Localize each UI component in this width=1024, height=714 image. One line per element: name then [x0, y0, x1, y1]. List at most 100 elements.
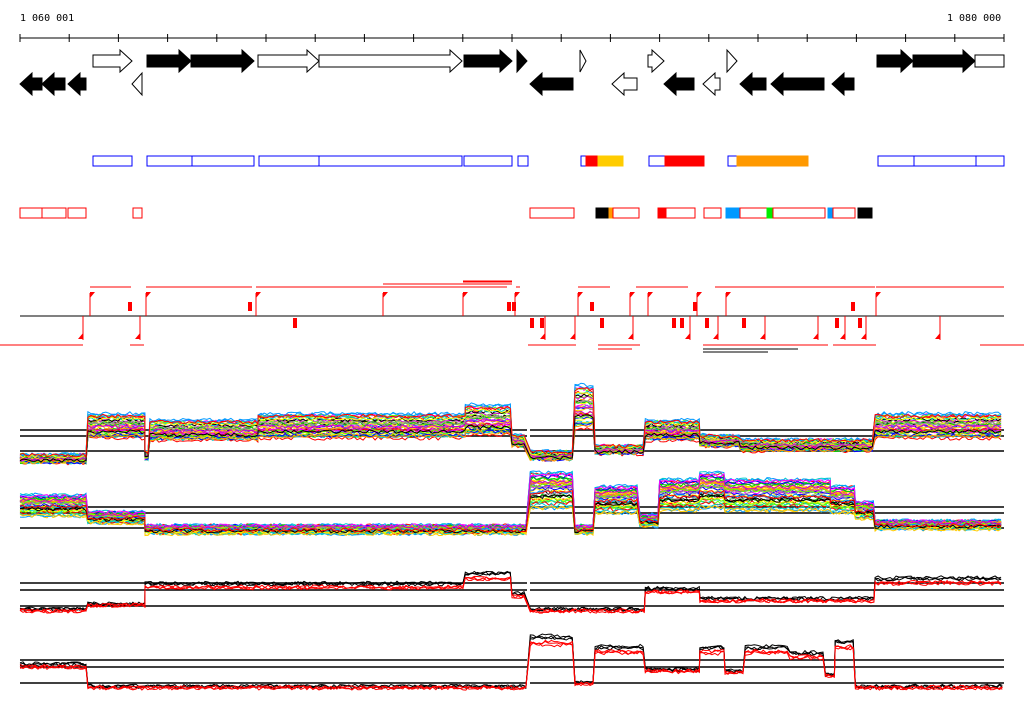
downshift-marker [680, 318, 684, 328]
tu-flag-icon [697, 292, 702, 298]
gene-box [41, 207, 67, 219]
gene-arrow-yhaI [647, 48, 665, 74]
segment-box [585, 155, 599, 167]
profile-line [19, 485, 1002, 532]
tu-flag-icon [876, 292, 881, 298]
gene-arrow-ecsA [876, 48, 914, 74]
gene-arrow-yhaJ [611, 71, 638, 97]
segment-box [766, 207, 774, 219]
gene-box [648, 155, 666, 167]
profile-line [19, 472, 1002, 529]
gene-box [665, 207, 696, 219]
ruler-end-label: 1 080 000 [947, 13, 1002, 24]
gene-arrow-hinT [831, 71, 855, 97]
gene-arrow-prsA [529, 71, 574, 97]
profile-line [19, 633, 1003, 689]
gene-box [877, 155, 915, 167]
gene-arrow-ecsB [912, 48, 976, 74]
downshift-marker [248, 302, 252, 311]
segment-box [857, 207, 873, 219]
tu-flag-icon [135, 333, 140, 339]
profile-line [19, 391, 1002, 459]
gene-arrow-serC [770, 71, 825, 97]
downshift-marker [590, 302, 594, 311]
gene-arrow-ecsC [974, 54, 1005, 68]
profile-line [20, 406, 1002, 462]
gene-box [727, 155, 738, 167]
profile-line [19, 576, 1002, 614]
downshift-marker [851, 302, 855, 311]
profile-line [19, 384, 1002, 457]
profile-line [19, 414, 1002, 463]
gene-box [67, 207, 87, 219]
tu-flag-icon [90, 292, 95, 298]
profile-line [19, 505, 1002, 537]
gene-arrow-yhaL [516, 48, 528, 74]
profile-line [19, 387, 1002, 458]
gene-arrow-yhaR [92, 48, 133, 74]
tu-flag-icon [540, 333, 545, 339]
downshift-marker [293, 318, 297, 328]
profile-line [19, 642, 1003, 691]
tu-flag-icon [146, 292, 151, 298]
gene-arrow-natB [190, 48, 255, 74]
gene-box [739, 207, 768, 219]
gene-arrow-unnamed [131, 71, 143, 97]
reverse-feature-track [19, 207, 873, 219]
tu-flag-icon [78, 333, 83, 339]
profile-line [19, 489, 1002, 533]
gene-box [612, 207, 640, 219]
gene-arrow-unnamed [579, 49, 587, 73]
profile-line [19, 570, 1002, 612]
profile-line [19, 571, 1002, 612]
gene-box [832, 207, 856, 219]
downshift-marker [835, 318, 839, 328]
segment-box [595, 207, 610, 219]
gene-box [703, 207, 722, 219]
gene-arrow-scoC [663, 71, 695, 97]
profile-line [19, 399, 1002, 461]
gene-box [19, 207, 43, 219]
gene-box [258, 155, 320, 167]
downshift-marker [540, 318, 544, 328]
gene-box [517, 155, 529, 167]
tu-flag-icon [630, 292, 635, 298]
downshift-marker [858, 318, 862, 328]
transcription-unit-track [0, 280, 1024, 353]
downshift-marker [600, 318, 604, 328]
segment-box [657, 207, 667, 219]
downshift-marker [742, 318, 746, 328]
tu-flag-icon [578, 292, 583, 298]
tu-flag-icon [648, 292, 653, 298]
tu-flag-icon [515, 292, 520, 298]
profile-line [19, 479, 1002, 530]
gene-arrow-khtT [41, 71, 66, 97]
downshift-marker [512, 302, 516, 311]
gene-box [463, 155, 513, 167]
tu-flag-icon [463, 292, 468, 298]
gene-box [318, 155, 463, 167]
forward-feature-track [92, 155, 1005, 167]
gene-box [529, 207, 575, 219]
downshift-marker [507, 302, 511, 311]
gene-arrow-khtS [67, 71, 87, 97]
gene-box [92, 155, 133, 167]
tu-flag-icon [813, 333, 818, 339]
segment-box [664, 155, 705, 167]
downshift-marker [705, 318, 709, 328]
tu-flag-icon [256, 292, 261, 298]
ruler-start-label: 1 060 001 [20, 13, 75, 24]
tu-flag-icon [713, 333, 718, 339]
gene-box [913, 155, 977, 167]
tu-flag-icon [383, 292, 388, 298]
gene-box [580, 155, 587, 167]
gene-arrow-unnamed [726, 48, 738, 74]
gene-arrow-yhaH [702, 71, 721, 97]
profile-line [19, 639, 1003, 691]
gene-box [191, 155, 255, 167]
downshift-marker [530, 318, 534, 328]
tu-flag-icon [685, 333, 690, 339]
tu-flag-icon [570, 333, 575, 339]
downshift-marker [128, 302, 132, 311]
